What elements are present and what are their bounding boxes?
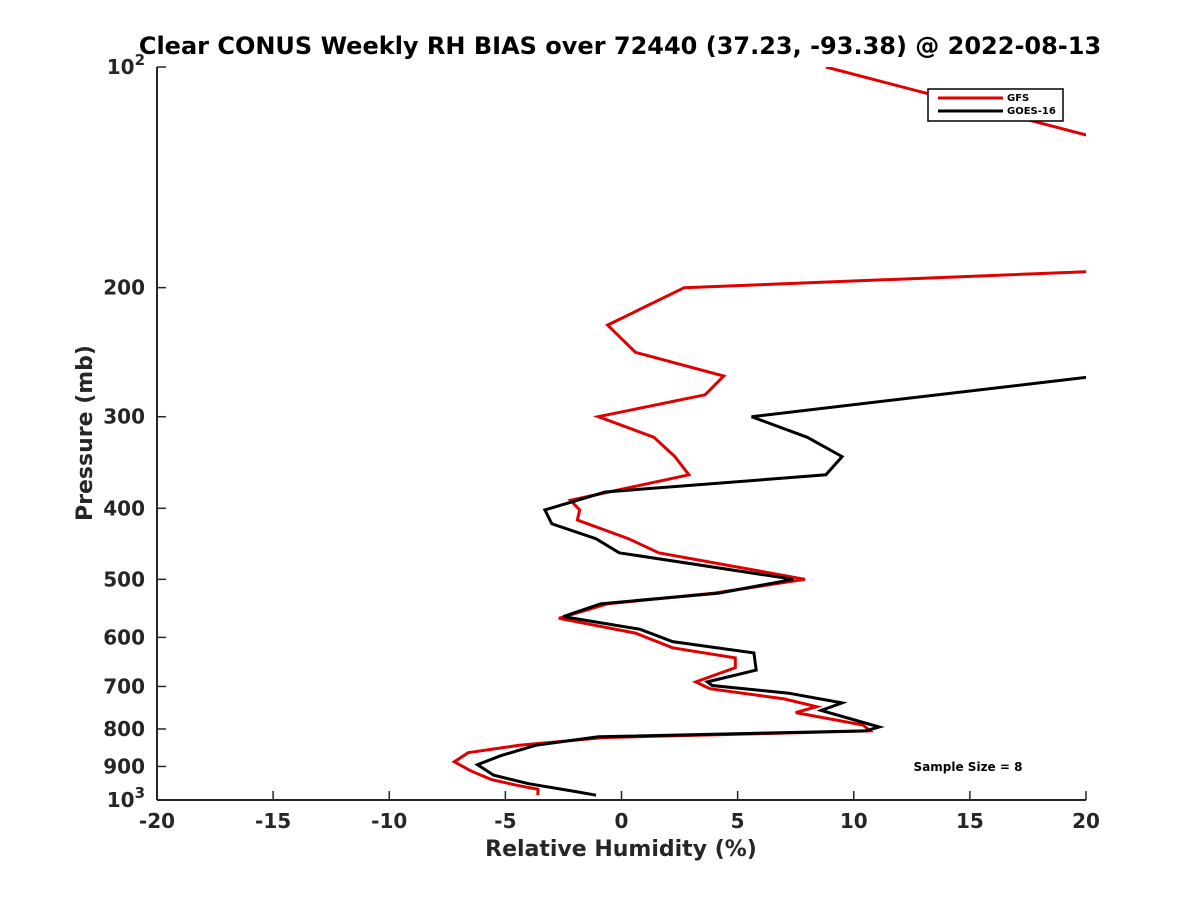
x-tick-label: -15	[255, 809, 291, 833]
sample-size-annotation: Sample Size = 8	[914, 760, 1023, 774]
y-tick-label: 800	[103, 717, 145, 741]
series-line-gfs	[451, 67, 1086, 796]
axes-layer: -20 -15 -10 -5 0 5 10 15 20 102 200 300 400 500 600 700…	[103, 51, 1100, 833]
x-tick-label: 15	[956, 809, 984, 833]
x-tick-label: 5	[731, 809, 745, 833]
x-axis-label: Relative Humidity (%)	[485, 837, 757, 862]
y-tick-label: 900	[103, 754, 145, 778]
legend-label-gfs: GFS	[1007, 93, 1029, 104]
plot-area	[157, 67, 1086, 800]
x-tick-label: 20	[1072, 809, 1100, 833]
series-layer	[451, 67, 1086, 797]
y-tick-label: 200	[103, 276, 145, 300]
x-tick-label: -10	[371, 809, 407, 833]
x-tick-label: 10	[840, 809, 868, 833]
legend-label-goes16: GOES-16	[1007, 106, 1056, 117]
series-line-goes16	[474, 375, 1086, 797]
y-tick-label: 400	[103, 496, 145, 520]
x-tick-label: 0	[615, 809, 629, 833]
y-axis-label: Pressure (mb)	[73, 345, 98, 521]
y-tick-label: 600	[103, 625, 145, 649]
x-tick-label: -20	[139, 809, 175, 833]
chart-title: Clear CONUS Weekly RH BIAS over 72440 (3…	[139, 32, 1101, 60]
y-tick-label: 103	[107, 784, 145, 812]
y-tick-label: 500	[103, 567, 145, 591]
y-tick-label: 102	[107, 51, 145, 79]
y-tick-label: 700	[103, 674, 145, 698]
y-tick-label: 300	[103, 405, 145, 429]
legend-box	[927, 88, 1064, 122]
legend: GFS GOES-16	[927, 88, 1064, 122]
x-tick-label: -5	[494, 809, 516, 833]
